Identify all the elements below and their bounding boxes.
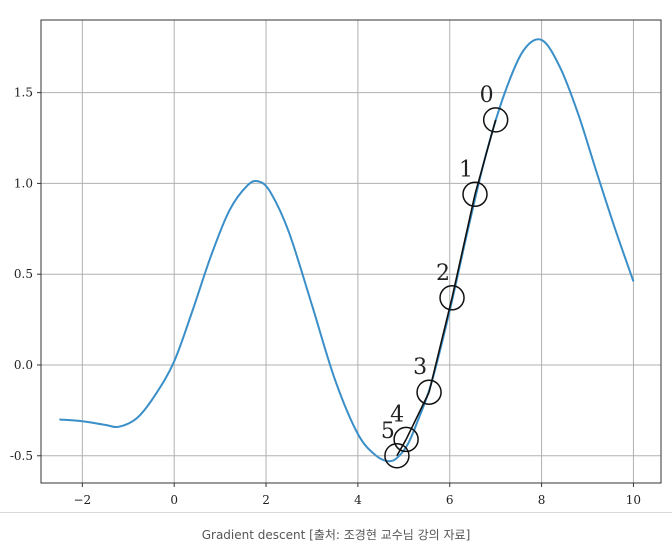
step-marker bbox=[416, 379, 442, 405]
x-tick-label: 10 bbox=[626, 493, 641, 507]
x-tick-label: −2 bbox=[73, 493, 91, 507]
step-marker bbox=[393, 426, 419, 453]
y-tick-label: 1.0 bbox=[14, 176, 33, 190]
descent-path-segment bbox=[451, 194, 476, 298]
y-tick-label: 0.0 bbox=[14, 358, 33, 372]
chart-figure: −2 0 2 4 6 8 10 -0.5 0.0 0.5 1.0 1.5 0 1 2 3 4 5 bbox=[10, 19, 662, 507]
x-tick-label: 6 bbox=[446, 493, 454, 507]
step-label: 3 bbox=[413, 355, 427, 380]
step-marker bbox=[439, 285, 465, 311]
descent-path-segment bbox=[428, 297, 453, 393]
descent-path-segment bbox=[474, 119, 497, 195]
function-curve bbox=[59, 38, 635, 463]
step-marker bbox=[462, 181, 488, 208]
step-marker bbox=[384, 443, 410, 469]
step-label: 1 bbox=[459, 157, 473, 182]
step-marker bbox=[482, 107, 509, 133]
step-label: 5 bbox=[381, 419, 395, 444]
descent-path-segment bbox=[396, 439, 407, 457]
plot-frame bbox=[40, 19, 662, 484]
x-tick-label: 8 bbox=[538, 493, 546, 507]
figure-caption: Gradient descent [출처: 조경현 교수님 강의 자료] bbox=[201, 527, 471, 542]
y-tick-label: 0.5 bbox=[14, 267, 33, 281]
step-label: 0 bbox=[480, 83, 494, 108]
x-tick-label: 2 bbox=[262, 493, 270, 507]
y-tick-label: -0.5 bbox=[10, 449, 33, 463]
step-label: 2 bbox=[436, 261, 450, 286]
caption-divider bbox=[0, 512, 672, 513]
y-tick-label: 1.5 bbox=[14, 86, 33, 100]
step-label: 4 bbox=[390, 402, 404, 427]
descent-path-segment bbox=[405, 391, 430, 440]
x-tick-label: 0 bbox=[170, 493, 178, 507]
x-tick-label: 4 bbox=[354, 493, 362, 507]
